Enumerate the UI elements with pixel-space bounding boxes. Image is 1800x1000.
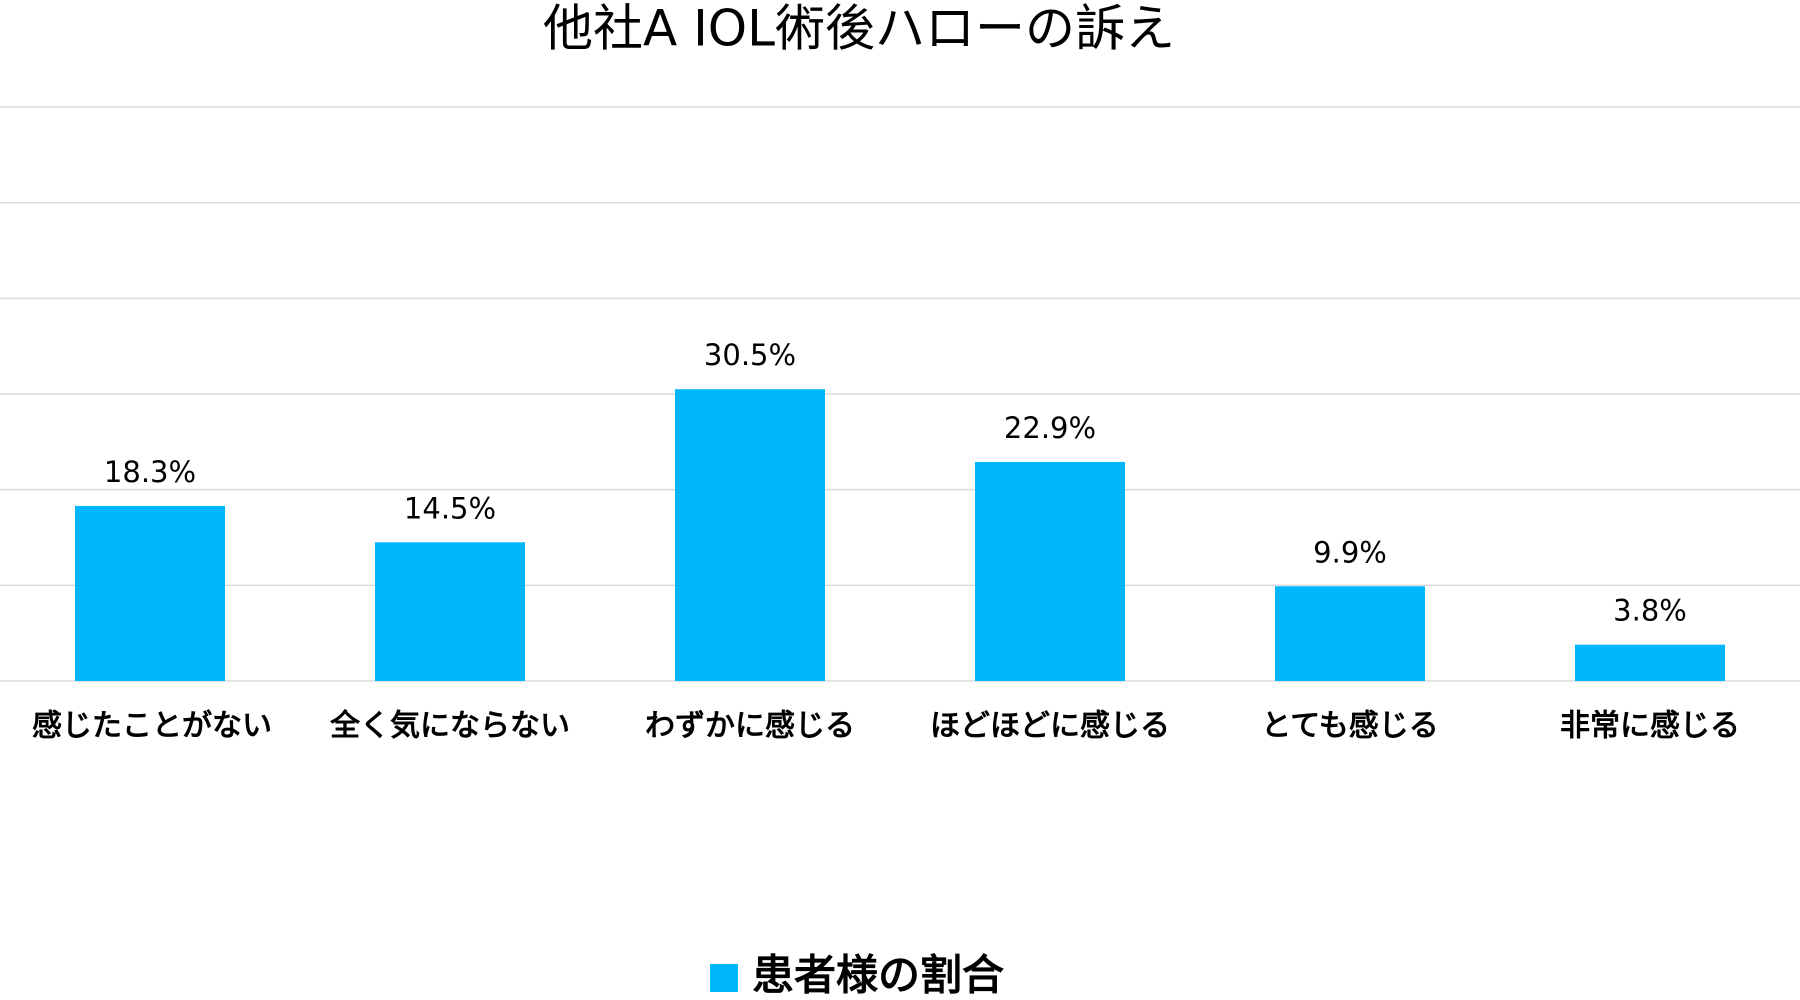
chart-title: 他社A IOL術後ハローの訴え bbox=[543, 0, 1175, 58]
value-label: 18.3% bbox=[104, 455, 196, 489]
x-tick-label: 感じたことがない bbox=[32, 709, 272, 744]
value-label: 22.9% bbox=[1004, 411, 1096, 445]
legend-label: 患者様の割合 bbox=[752, 951, 1004, 1000]
value-label: 30.5% bbox=[704, 338, 796, 372]
x-tick-label: 全く気にならない bbox=[329, 709, 570, 744]
bar bbox=[1575, 644, 1725, 681]
legend-swatch bbox=[710, 964, 738, 992]
bar bbox=[375, 542, 525, 681]
value-label: 3.8% bbox=[1613, 594, 1687, 628]
x-tick-label: 非常に感じる bbox=[1560, 709, 1740, 744]
value-label: 9.9% bbox=[1313, 535, 1387, 569]
x-tick-label: わずかに感じる bbox=[645, 709, 855, 744]
bar bbox=[675, 389, 825, 681]
bar bbox=[1275, 586, 1425, 681]
bar bbox=[75, 505, 225, 681]
x-tick-label: ほどほどに感じる bbox=[930, 709, 1170, 744]
bar bbox=[975, 461, 1125, 681]
x-tick-label: とても感じる bbox=[1261, 709, 1439, 744]
value-label: 14.5% bbox=[404, 491, 496, 525]
